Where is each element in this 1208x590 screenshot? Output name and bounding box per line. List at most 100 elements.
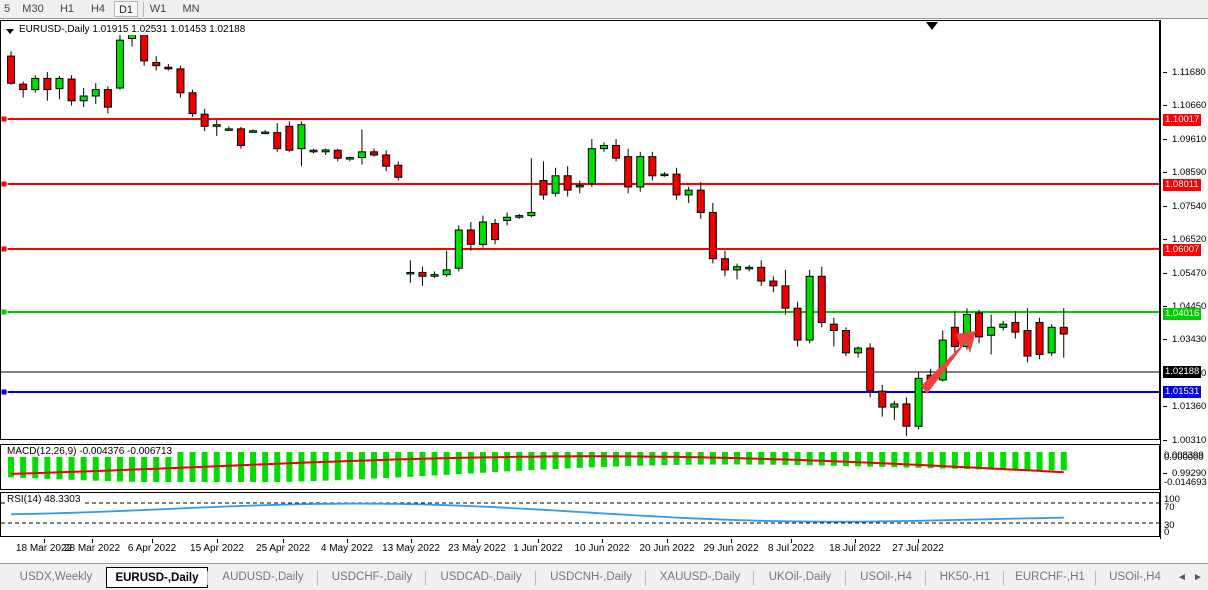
date-axis-label: 20 Jun 2022 xyxy=(639,543,695,554)
chart-tab-usdcnh-daily[interactable]: USDCNH-,Daily xyxy=(550,571,632,583)
tab-separator xyxy=(425,571,426,585)
scale-tick-mark xyxy=(1163,139,1167,140)
chart-tab-usoil-h4[interactable]: USOil-,H4 xyxy=(860,571,912,583)
arrow-annotation[interactable] xyxy=(921,331,976,394)
tab-separator xyxy=(1095,571,1096,585)
date-tick-mark xyxy=(152,539,153,543)
macd-label: MACD(12,26,9) -0.004376 -0.006713 xyxy=(5,446,175,457)
rsi-label: RSI(14) 48.3303 xyxy=(5,494,83,505)
date-tick-mark xyxy=(918,539,919,543)
chart-tab-bar: USDX,Weekly EURUSD-,Daily AUDUSD-,Daily USD… xyxy=(0,563,1208,590)
date-tick-mark xyxy=(667,539,668,543)
price-badge-green[interactable]: 1.04016 xyxy=(1163,308,1202,320)
date-axis: 18 Mar 2022 28 Mar 2022 6 Apr 2022 15 Apr 2… xyxy=(0,539,1160,561)
date-tick-mark xyxy=(44,539,45,543)
chart-tab-usdchf-daily[interactable]: USDCHF-,Daily xyxy=(331,571,413,583)
scale-tick-mark xyxy=(1163,440,1167,441)
date-axis-label: 15 Apr 2022 xyxy=(190,543,244,554)
scale-tick-label: 1.05470 xyxy=(1172,268,1207,279)
price-level-handle[interactable] xyxy=(1,180,8,188)
macd-pane[interactable]: MACD(12,26,9) -0.004376 -0.006713 xyxy=(0,444,1160,490)
date-tick-mark xyxy=(538,539,539,543)
date-axis-label: 28 Mar 2022 xyxy=(63,543,121,554)
scale-tick-label: 1.00310 xyxy=(1172,435,1207,446)
scale-tick-mark xyxy=(1163,273,1167,274)
chart-tab-ukoil-daily[interactable]: UKOil-,Daily xyxy=(768,571,832,583)
scale-tick-label: 1.07540 xyxy=(1172,201,1207,212)
rsi-svg xyxy=(1,502,1159,524)
tab-separator xyxy=(1003,571,1004,585)
price-level-handle[interactable] xyxy=(1,115,8,123)
date-axis-label: 10 Jun 2022 xyxy=(574,543,630,554)
price-badge-red[interactable]: 1.06007 xyxy=(1163,244,1202,256)
scale-tick-mark xyxy=(1163,473,1167,474)
tab-separator xyxy=(925,571,926,585)
price-chart-pane[interactable]: EURUSD-,Daily 1.01915 1.02531 1.01453 1.… xyxy=(0,20,1160,440)
date-tick-mark xyxy=(791,539,792,543)
date-axis-label: 4 May 2022 xyxy=(320,543,374,554)
timeframe-button-h4[interactable]: H4 xyxy=(90,3,106,15)
candle-series xyxy=(7,25,1068,436)
date-tick-mark xyxy=(283,539,284,543)
timeframe-button-5[interactable]: 5 xyxy=(3,3,11,15)
date-axis-label: 23 May 2022 xyxy=(448,543,506,554)
macd-scale-label: 0.008399 xyxy=(1164,450,1204,461)
chart-tab-eurusd-daily[interactable]: EURUSD-,Daily xyxy=(106,567,208,588)
tab-scroll-left-button[interactable]: ◄ xyxy=(1177,572,1187,583)
timeframe-button-d1[interactable]: D1 xyxy=(114,1,138,17)
rsi-line xyxy=(11,502,1064,523)
scale-tick-mark xyxy=(1163,72,1167,73)
macd-scale-label: -0.014693 xyxy=(1164,477,1207,488)
chart-tab-hk50-h1[interactable]: HK50-,H1 xyxy=(939,571,991,583)
macd-svg xyxy=(8,452,1067,482)
price-badge-black[interactable]: 1.02188 xyxy=(1163,366,1202,378)
tab-scroll-right-button[interactable]: ► xyxy=(1193,572,1203,583)
price-badge-red[interactable]: 1.08011 xyxy=(1163,179,1201,191)
price-level-handle[interactable] xyxy=(1,308,8,316)
chart-tab-usoil-h4[interactable]: USOil-,H4 xyxy=(1109,571,1161,583)
date-tick-mark xyxy=(411,539,412,543)
scale-tick-label: 1.10660 xyxy=(1172,100,1207,111)
chart-frame: EURUSD-,Daily 1.01915 1.02531 1.01453 1.… xyxy=(0,20,1208,563)
date-tick-mark xyxy=(855,539,856,543)
symbol-caret-icon[interactable] xyxy=(6,29,14,34)
rsi-scale-label: 100 xyxy=(1164,494,1180,505)
scale-tick-label: 1.08590 xyxy=(1172,167,1207,178)
date-tick-mark xyxy=(602,539,603,543)
scale-tick-label: 0.99290 xyxy=(1172,468,1207,479)
macd-signal-line xyxy=(11,455,1064,475)
scale-tick-mark xyxy=(1163,306,1167,307)
timeframe-button-w1[interactable]: W1 xyxy=(149,3,167,15)
scale-tick-label: 1.09610 xyxy=(1172,134,1207,145)
symbol-ohlc-label: EURUSD-,Daily 1.01915 1.02531 1.01453 1.… xyxy=(17,24,248,35)
scale-tick-mark xyxy=(1163,172,1167,173)
timeframe-button-h1[interactable]: H1 xyxy=(59,3,75,15)
scale-tick-label: 1.11680 xyxy=(1172,67,1206,78)
price-badge-blue[interactable]: 1.01531 xyxy=(1163,386,1202,398)
timeframe-button-mn[interactable]: MN xyxy=(182,3,200,15)
chart-tab-xauusd-daily[interactable]: XAUUSD-,Daily xyxy=(659,571,741,583)
scale-tick-label: 1.06520 xyxy=(1172,234,1207,245)
toolbar-separator xyxy=(143,2,144,17)
chart-tab-usdcad-daily[interactable]: USDCAD-,Daily xyxy=(440,571,522,583)
date-axis-label: 29 Jun 2022 xyxy=(703,543,759,554)
rsi-scale-label: 70 xyxy=(1164,502,1175,513)
scale-tick-mark xyxy=(1163,239,1167,240)
scale-tick-mark xyxy=(1163,339,1167,340)
tab-separator xyxy=(317,571,318,585)
tab-separator xyxy=(845,571,846,585)
price-scale[interactable]: 1.11680 1.10660 1.09610 1.08590 1.07540 1.065… xyxy=(1160,20,1208,539)
date-tick-mark xyxy=(477,539,478,543)
price-level-handle[interactable] xyxy=(1,388,8,396)
price-badge-red[interactable]: 1.10017 xyxy=(1163,114,1202,126)
timeframe-button-m30[interactable]: M30 xyxy=(22,3,44,15)
chart-tab-eurchf-h1[interactable]: EURCHF-,H1 xyxy=(1015,571,1085,583)
rsi-pane[interactable]: RSI(14) 48.3303 xyxy=(0,492,1160,537)
date-tick-mark xyxy=(347,539,348,543)
chart-tab-usdx-weekly[interactable]: USDX,Weekly xyxy=(19,571,93,583)
chart-top-marker-icon xyxy=(926,22,938,30)
chart-tab-audusd-daily[interactable]: AUDUSD-,Daily xyxy=(222,571,304,583)
price-level-handle[interactable] xyxy=(1,245,8,253)
date-axis-label: 25 Apr 2022 xyxy=(256,543,310,554)
macd-scale-label: 0.000000 xyxy=(1164,452,1204,463)
